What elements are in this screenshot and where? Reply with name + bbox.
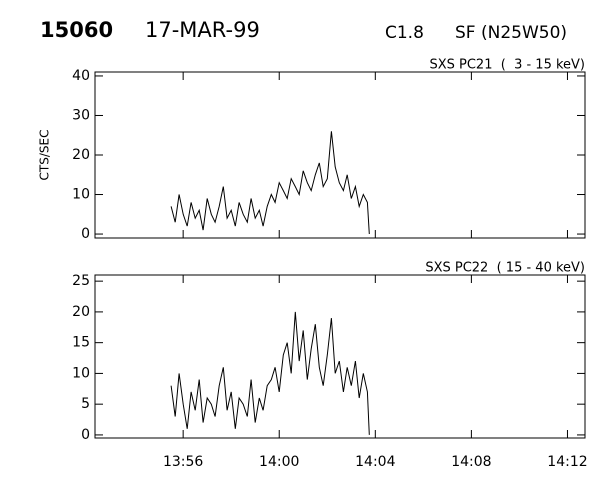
x-tick-label: 14:00 <box>259 454 299 470</box>
y-tick-label: 5 <box>81 396 90 412</box>
panel-title: SXS PC22 ( 15 - 40 keV) <box>425 261 585 276</box>
y-tick-label: 15 <box>72 335 90 351</box>
x-tick-label: 14:04 <box>355 454 395 470</box>
y-tick-label: 0 <box>81 226 90 242</box>
y-tick-label: 10 <box>72 187 90 203</box>
flare-class: C1.8 <box>385 23 424 43</box>
y-tick-label: 40 <box>72 68 90 84</box>
y-tick-label: 10 <box>72 365 90 381</box>
panel-title: SXS PC21 ( 3 - 15 keV) <box>429 58 585 73</box>
y-axis-label: CTS/SEC <box>38 130 52 181</box>
flare-location: SF (N25W50) <box>455 23 567 43</box>
y-tick-label: 0 <box>81 427 90 443</box>
y-tick-label: 20 <box>72 147 90 163</box>
y-tick-label: 20 <box>72 304 90 320</box>
x-tick-label: 14:08 <box>451 454 491 470</box>
plot-frame <box>94 71 586 239</box>
plot-frame <box>94 274 586 439</box>
event-number: 15060 <box>40 18 113 42</box>
x-tick-label: 14:12 <box>547 454 587 470</box>
y-tick-label: 25 <box>72 273 90 289</box>
event-date: 17-MAR-99 <box>145 18 260 42</box>
y-tick-label: 30 <box>72 107 90 123</box>
data-line <box>170 131 370 235</box>
data-line <box>170 311 370 435</box>
x-tick-label: 13:56 <box>163 454 203 470</box>
